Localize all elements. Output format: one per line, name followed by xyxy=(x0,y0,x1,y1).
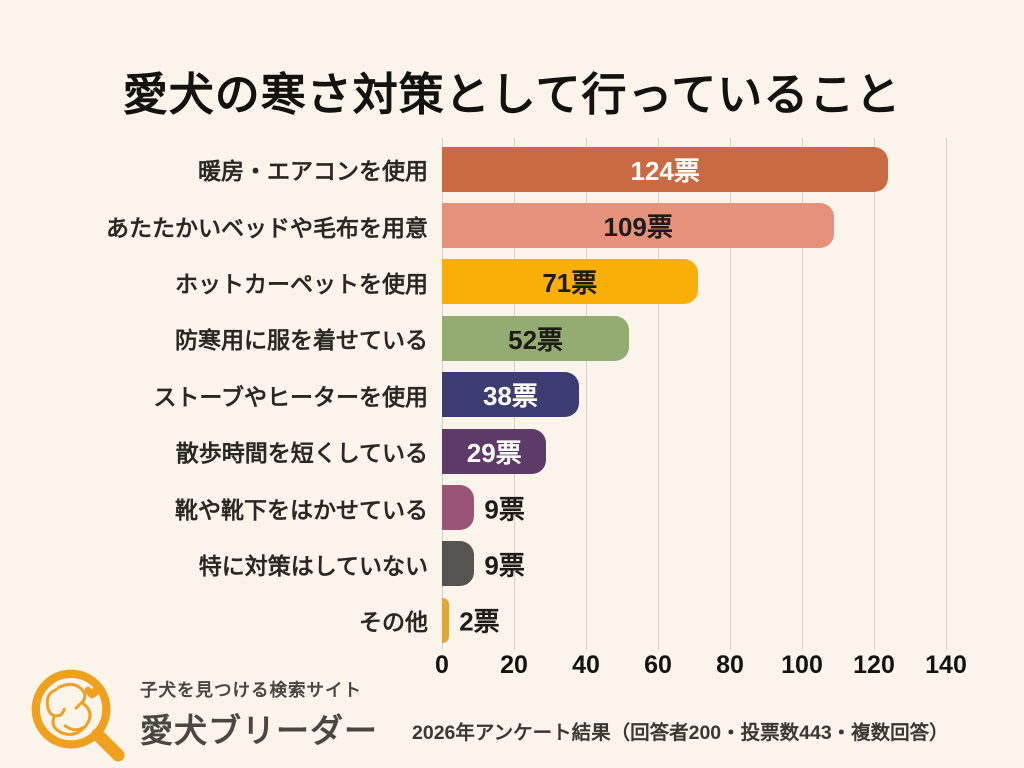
x-tick-label: 40 xyxy=(572,651,600,679)
bar: 29票 xyxy=(442,428,547,474)
brand-text: 子犬を見つける検索サイト 愛犬ブリーダー xyxy=(140,677,378,752)
bar-value-label: 38票 xyxy=(482,381,538,412)
bar: 71票 xyxy=(442,259,698,305)
bar-track: 2票 xyxy=(442,597,1024,643)
bar: 9票 xyxy=(442,541,525,587)
source-note: 2026年アンケート結果（回答者200・投票数443・複数回答） xyxy=(412,722,949,744)
bar-value-label: 109票 xyxy=(603,212,673,243)
bar-category-label: あたたかいベッドや毛布を用意 xyxy=(106,214,428,241)
bar: 109票 xyxy=(442,203,835,249)
bar: 9票 xyxy=(442,485,525,531)
brand-footer: 子犬を見つける検索サイト 愛犬ブリーダー xyxy=(22,664,378,764)
bar-value-label: 9票 xyxy=(484,550,525,581)
bar-track: 109票 xyxy=(442,203,1024,249)
bar-category-label: 散歩時間を短くしている xyxy=(175,440,428,467)
brand-name: 愛犬ブリーダー xyxy=(140,711,378,749)
bar-track: 52票 xyxy=(442,315,1024,361)
bar-row: ホットカーペットを使用 71票 xyxy=(0,254,1024,310)
bar-row: 防寒用に服を着せている 52票 xyxy=(0,310,1024,366)
dog-in-magnifier-logo-icon xyxy=(31,669,125,762)
bar-value-label: 2票 xyxy=(459,606,500,637)
grid-line xyxy=(802,138,803,650)
bar-chart: 暖房・エアコンを使用 124票あたたかいベッドや毛布を用意 109票ホットカーペット… xyxy=(0,141,1024,649)
bar-track: 124票 xyxy=(442,146,1024,192)
bar-track: 38票 xyxy=(442,372,1024,418)
x-axis: 0 20 40 60 80 100 120 140 xyxy=(0,651,1024,681)
grid-line xyxy=(658,138,659,650)
chart-title: 愛犬の寒さ対策として行っていること xyxy=(122,69,902,121)
bar-category-label: その他 xyxy=(359,609,428,636)
grid-line xyxy=(946,138,947,650)
bar-category-label: 暖房・エアコンを使用 xyxy=(198,158,428,185)
dog-doodle-icon xyxy=(45,682,92,736)
x-tick-label: 80 xyxy=(716,651,744,679)
bar-track: 29票 xyxy=(442,428,1024,474)
bar-row: 靴や靴下をはかせている 9票 xyxy=(0,479,1024,535)
bar-track: 9票 xyxy=(442,541,1024,587)
bar-value-label: 124票 xyxy=(630,155,700,186)
bar-category-label: 防寒用に服を着せている xyxy=(175,327,428,354)
bar-category-label: ストーブやヒーターを使用 xyxy=(153,383,428,410)
bar-value-label: 71票 xyxy=(542,268,598,299)
bar-track: 9票 xyxy=(442,485,1024,531)
bar-value-label: 9票 xyxy=(484,494,525,525)
heart-icon xyxy=(84,686,101,699)
grid-line xyxy=(874,138,875,650)
bar: 124票 xyxy=(442,146,889,192)
x-tick-label: 140 xyxy=(925,651,967,679)
bar-row: 特に対策はしていない 9票 xyxy=(0,536,1024,592)
bar-category-label: 靴や靴下をはかせている xyxy=(175,496,428,523)
x-tick-label: 60 xyxy=(644,651,672,679)
bar-row: 散歩時間を短くしている 29票 xyxy=(0,423,1024,479)
grid-line xyxy=(586,138,587,650)
bar: 38票 xyxy=(442,372,579,418)
bar: 2票 xyxy=(442,597,500,643)
bar-row: その他 2票 xyxy=(0,592,1024,648)
bar-track: 71票 xyxy=(442,259,1024,305)
bar-row: ストーブやヒーターを使用 38票 xyxy=(0,367,1024,423)
x-tick-label: 0 xyxy=(435,651,449,679)
bar-row: あたたかいベッドや毛布を用意 109票 xyxy=(0,197,1024,253)
bar-value-label: 52票 xyxy=(508,324,564,355)
brand-tagline: 子犬を見つける検索サイト xyxy=(140,679,362,700)
x-tick-label: 20 xyxy=(500,651,528,679)
bar-category-label: ホットカーペットを使用 xyxy=(175,270,428,297)
bar-row: 暖房・エアコンを使用 124票 xyxy=(0,141,1024,197)
bar-value-label: 29票 xyxy=(466,437,522,468)
x-tick-label: 100 xyxy=(781,651,823,679)
grid-line xyxy=(730,138,731,650)
bar-category-label: 特に対策はしていない xyxy=(198,552,428,579)
bar: 52票 xyxy=(442,315,630,361)
x-tick-label: 120 xyxy=(853,651,895,679)
